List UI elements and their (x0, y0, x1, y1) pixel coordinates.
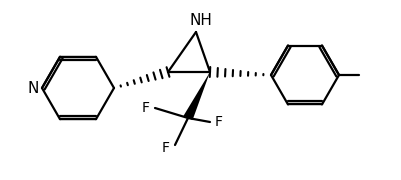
Text: F: F (215, 115, 223, 129)
Text: F: F (162, 141, 170, 155)
Text: N: N (27, 80, 38, 96)
Text: NH: NH (190, 12, 213, 28)
Text: F: F (142, 101, 150, 115)
Polygon shape (184, 72, 210, 120)
